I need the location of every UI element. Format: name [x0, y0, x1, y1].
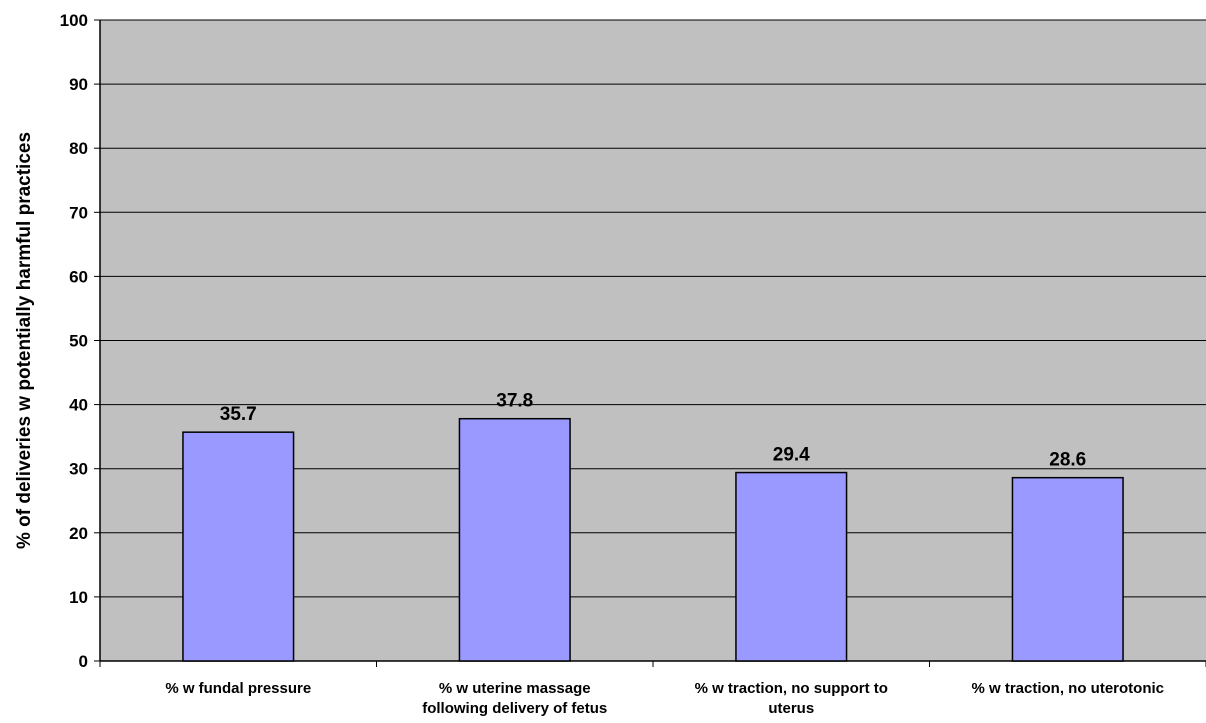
category-label-line: % w fundal pressure	[165, 680, 311, 697]
data-label: 37.8	[496, 391, 533, 412]
bar	[1011, 476, 1124, 662]
data-label: 35.7	[220, 404, 257, 425]
y-tick-label: 40	[69, 396, 88, 415]
category-label-line: % w traction, no uterotonic	[971, 680, 1164, 697]
y-tick-label: 20	[69, 524, 88, 543]
bar	[458, 417, 571, 662]
y-tick-label: 0	[79, 652, 88, 671]
y-tick-label: 100	[60, 11, 88, 30]
y-tick-label: 10	[69, 588, 88, 607]
category-label: % w traction, no uterotonic	[971, 680, 1164, 697]
y-axis-title: % of deliveries w potentially harmful pr…	[14, 132, 35, 549]
category-label-line: following delivery of fetus	[422, 700, 607, 717]
data-labels: 35.7 37.8 29.4 28.6	[220, 391, 1086, 471]
y-tick-label: 30	[69, 460, 88, 479]
y-tick-label: 60	[69, 267, 88, 286]
category-label-line: % w traction, no support to	[695, 680, 888, 697]
y-tick-label: 80	[69, 139, 88, 158]
data-label: 28.6	[1049, 450, 1086, 471]
bar	[735, 471, 848, 662]
y-axis: 0 10 20 30 40 50 60 70 80 90 100	[60, 11, 101, 671]
bar	[182, 431, 295, 662]
category-label: % w uterine massage following delivery of…	[422, 680, 607, 717]
category-label-line: uterus	[768, 700, 814, 717]
y-tick-label: 50	[69, 332, 88, 351]
y-tick-label: 70	[69, 203, 88, 222]
bars	[182, 417, 1124, 662]
category-label-line: % w uterine massage	[439, 680, 591, 697]
category-labels: % w fundal pressure % w uterine massage fo…	[165, 680, 1164, 717]
category-label: % w traction, no support to uterus	[695, 680, 888, 717]
y-tick-label: 90	[69, 75, 88, 94]
category-label: % w fundal pressure	[165, 680, 311, 697]
data-label: 29.4	[773, 445, 810, 466]
x-axis	[99, 660, 1206, 667]
